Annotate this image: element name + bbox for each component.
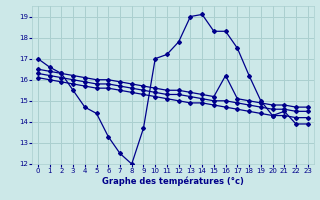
X-axis label: Graphe des températures (°c): Graphe des températures (°c) [102, 177, 244, 186]
